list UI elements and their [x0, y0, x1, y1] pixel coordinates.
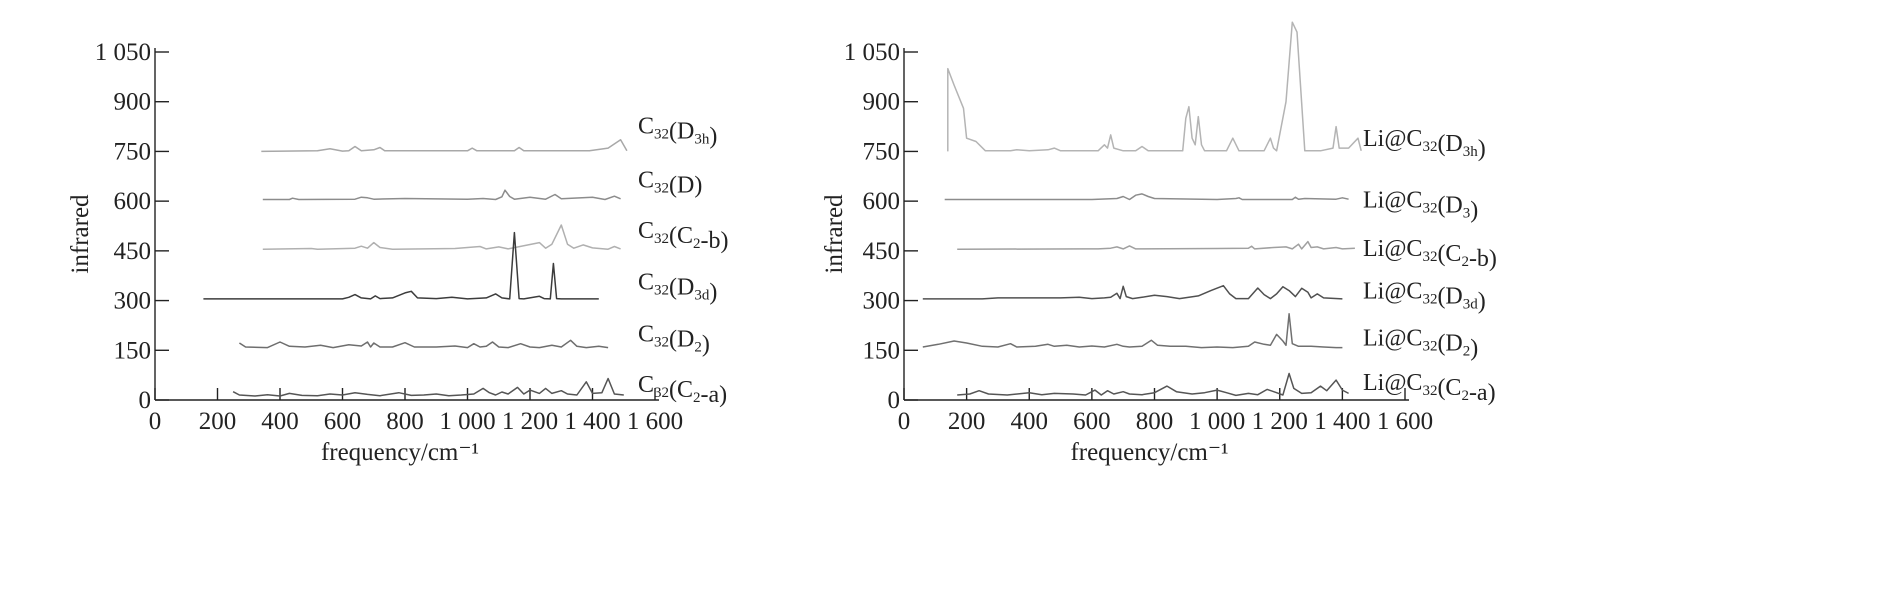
x-tick-label: 1 400 — [564, 408, 620, 435]
x-tick-label: 800 — [1136, 408, 1174, 435]
y-tick-label: 900 — [114, 89, 152, 116]
x-tick-label: 1 000 — [439, 408, 495, 435]
series-line — [262, 224, 621, 250]
series-label: C32(D) — [638, 168, 702, 199]
y-tick-label: 450 — [863, 238, 901, 265]
x-tick-label: 400 — [261, 408, 299, 435]
y-axis-label: infrared — [67, 194, 94, 274]
series-line — [238, 339, 609, 349]
y-tick-label: 600 — [114, 188, 152, 215]
series-line — [203, 231, 599, 300]
x-tick-label: 1 000 — [1189, 408, 1245, 435]
series-label: Li@C32(C2-a) — [1363, 370, 1496, 406]
series-line — [261, 139, 628, 153]
y-tick-label: 900 — [863, 89, 901, 116]
x-tick-label: 200 — [199, 408, 237, 435]
x-tick-label: 400 — [1011, 408, 1049, 435]
y-tick-label: 750 — [114, 138, 152, 165]
x-axis-label: frequency/cm⁻¹ — [321, 439, 479, 466]
series-label: C32(D2) — [638, 322, 710, 358]
x-tick-label: 0 — [149, 408, 162, 435]
y-tick-label: 0 — [888, 387, 901, 414]
x-tick-label: 0 — [898, 408, 911, 435]
x-tick-label: 1 200 — [1252, 408, 1308, 435]
right-chart-panel: 0 150 300 450 600 750 900 1 050 0 200 400 600 800 1 0… — [821, 21, 1497, 466]
x-tick-label: 200 — [948, 408, 986, 435]
y-tick-label: 1 050 — [844, 39, 900, 66]
series-line — [947, 21, 1362, 152]
series-label: C32(D3h) — [638, 114, 717, 150]
x-tick-label: 1 200 — [502, 408, 558, 435]
y-tick-label: 750 — [863, 138, 901, 165]
y-tick-label: 1 050 — [95, 39, 151, 66]
series-line — [232, 377, 624, 397]
y-tick-label: 150 — [863, 337, 901, 364]
series-label: Li@C32(D2) — [1363, 326, 1478, 362]
series-label: C32(C2-a) — [638, 372, 727, 408]
x-tick-label: 600 — [324, 408, 362, 435]
x-tick-label: 1 600 — [1377, 408, 1433, 435]
y-tick-label: 300 — [114, 288, 152, 315]
x-tick-label: 1 400 — [1314, 408, 1370, 435]
x-tick-label: 800 — [386, 408, 424, 435]
series-line — [262, 189, 621, 201]
y-tick-label: 300 — [863, 288, 901, 315]
y-axis-label: infrared — [821, 194, 848, 274]
left-chart-panel: 0 150 300 450 600 750 900 1 050 0 200 400 600 800 1 0… — [67, 39, 729, 466]
x-axis-label: frequency/cm⁻¹ — [1070, 439, 1228, 466]
series-label: Li@C32(D3d) — [1363, 279, 1486, 315]
y-tick-label: 0 — [139, 387, 152, 414]
series-label: Li@C32(D3h) — [1363, 126, 1486, 162]
y-tick-label: 150 — [114, 337, 152, 364]
series-line — [922, 313, 1343, 349]
series-line — [957, 372, 1349, 397]
series-line — [957, 240, 1355, 250]
series-label: C32(C2-b) — [638, 218, 729, 254]
series-label: Li@C32(C2-b) — [1363, 236, 1497, 272]
series-line — [922, 284, 1343, 300]
series-label: C32(D3d) — [638, 269, 717, 305]
series-line — [944, 193, 1349, 201]
series-label: Li@C32(D3) — [1363, 187, 1478, 223]
x-tick-label: 600 — [1073, 408, 1111, 435]
x-tick-label: 1 600 — [627, 408, 683, 435]
y-tick-label: 600 — [863, 188, 901, 215]
y-tick-label: 450 — [114, 238, 152, 265]
